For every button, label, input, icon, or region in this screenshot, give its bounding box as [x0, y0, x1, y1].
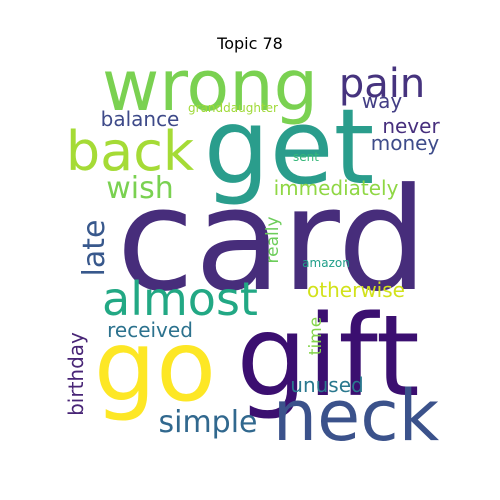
- word-granddaughter: granddaughter: [188, 101, 278, 115]
- word-wish: wish: [106, 171, 174, 206]
- word-back: back: [66, 120, 195, 183]
- word-way: way: [362, 89, 403, 113]
- word-never: never: [382, 114, 440, 138]
- word-simple: simple: [158, 405, 257, 440]
- word-unused: unused: [290, 373, 363, 397]
- word-sent: sent: [293, 150, 319, 164]
- word-wrong: wrong: [102, 45, 318, 127]
- word-otherwise: otherwise: [307, 278, 405, 302]
- word-card: card: [116, 158, 427, 323]
- word-pain: pain: [339, 61, 425, 107]
- word-gift: gift: [236, 292, 420, 422]
- word-late: late: [77, 220, 112, 277]
- word-birthday: birthday: [64, 332, 88, 416]
- word-go: go: [94, 310, 216, 424]
- word-balance: balance: [101, 107, 180, 131]
- cloud-title: Topic 78: [217, 34, 283, 53]
- word-received: received: [107, 318, 193, 342]
- word-get: get: [204, 86, 375, 208]
- word-immediately: immediately: [274, 176, 399, 200]
- word-almost: almost: [102, 272, 258, 326]
- word-time: time: [306, 317, 326, 355]
- word-amazon: amazon: [302, 256, 350, 270]
- word-really: really: [263, 217, 283, 264]
- word-money: money: [371, 131, 440, 155]
- word-neck: neck: [273, 375, 440, 457]
